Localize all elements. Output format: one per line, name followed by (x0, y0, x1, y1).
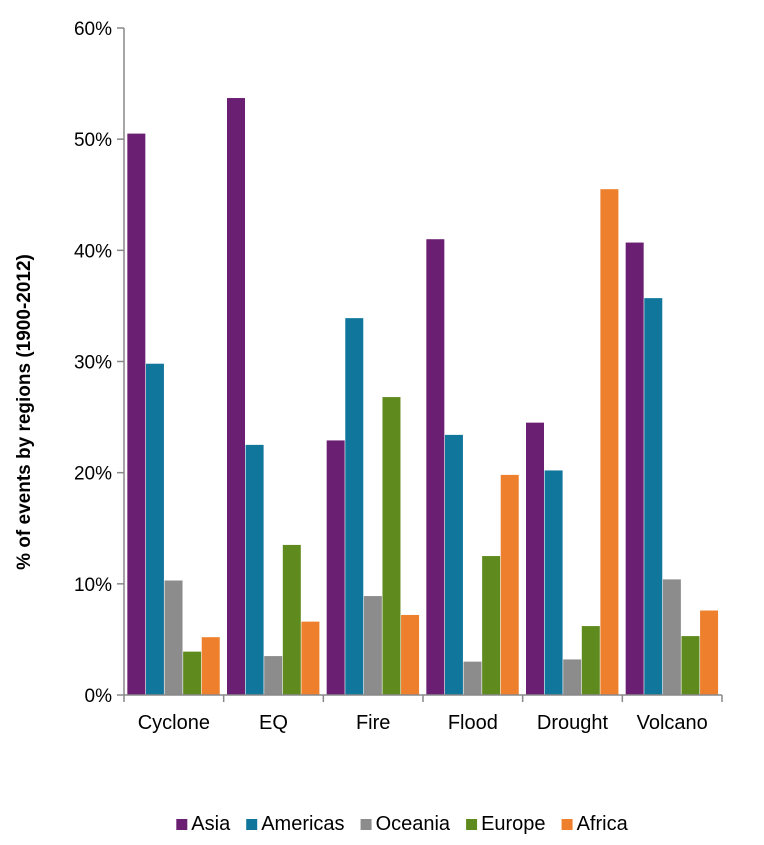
y-tick-label: 20% (74, 464, 112, 485)
legend-item-europe: Europe (466, 813, 546, 835)
bar-fire-europe (382, 397, 401, 695)
y-tick-label: 50% (74, 130, 112, 151)
category-labels: Cyclone EQ Fire Flood Drought Volcano (138, 712, 708, 734)
bar-cyclone-americas (145, 363, 164, 695)
legend-label: Oceania (376, 813, 451, 835)
legend-label: Europe (481, 813, 546, 835)
bar-volcano-americas (644, 298, 663, 695)
x-tick-label: EQ (259, 712, 288, 734)
x-tick-label: Flood (448, 712, 498, 734)
legend-label: Africa (577, 813, 629, 835)
legend-item-africa: Africa (561, 813, 629, 835)
legend-swatch (176, 819, 188, 830)
bar-volcano-europe (681, 636, 700, 695)
x-tick-label: Fire (356, 712, 390, 734)
x-tick-label: Drought (537, 712, 609, 734)
y-tick-label: 30% (74, 353, 112, 374)
x-tick-label: Volcano (637, 712, 708, 734)
bar-fire-americas (345, 318, 364, 695)
y-tick-label: 40% (74, 241, 112, 262)
legend-swatch (561, 819, 573, 830)
bar-eq-asia (227, 98, 245, 695)
bar-volcano-africa (700, 610, 719, 695)
bar-volcano-oceania (662, 579, 681, 695)
y-tick-label: 60% (74, 19, 112, 40)
bar-flood-oceania (463, 661, 482, 695)
legend-swatch (360, 819, 372, 830)
bar-cyclone-asia (127, 133, 146, 695)
bar-fire-asia (326, 440, 345, 695)
bar-drought-americas (544, 470, 563, 695)
bar-flood-asia (426, 239, 445, 695)
bar-eq-europe (282, 544, 301, 695)
bar-drought-asia (526, 422, 544, 695)
bar-flood-africa (500, 474, 519, 695)
bar-fire-oceania (363, 596, 382, 695)
bar-flood-americas (444, 434, 463, 695)
legend-item-oceania: Oceania (360, 813, 451, 835)
bar-eq-americas (245, 444, 264, 695)
bar-eq-oceania (264, 656, 283, 695)
bar-flood-europe (482, 556, 501, 695)
bar-drought-africa (600, 189, 619, 696)
legend-item-asia: Asia (176, 813, 231, 835)
bar-eq-africa (301, 621, 320, 695)
x-axis-ticks (123, 695, 723, 702)
bar-cyclone-oceania (164, 580, 183, 695)
legend-swatch (466, 819, 478, 830)
bar-volcano-asia (625, 242, 644, 695)
bar-cyclone-africa (201, 637, 220, 695)
bar-drought-europe (581, 626, 600, 695)
bar-drought-oceania (563, 659, 582, 695)
legend-label: Asia (191, 813, 231, 835)
bar-fire-africa (401, 614, 420, 695)
y-tick-label: 10% (74, 575, 112, 596)
bars (127, 98, 719, 696)
y-axis-title: % of events by regions (1900-2012) (14, 254, 35, 570)
legend: Asia Americas Oceania Europe Africa (176, 813, 629, 835)
x-tick-label: Cyclone (138, 712, 210, 734)
legend-swatch (246, 819, 258, 830)
y-axis-ticks: 0% 10% 20% 30% 40% 50% 60% (74, 19, 124, 707)
legend-item-americas: Americas (246, 813, 345, 835)
legend-label: Americas (261, 813, 344, 835)
y-tick-label: 0% (85, 686, 113, 707)
bar-cyclone-europe (183, 651, 202, 695)
